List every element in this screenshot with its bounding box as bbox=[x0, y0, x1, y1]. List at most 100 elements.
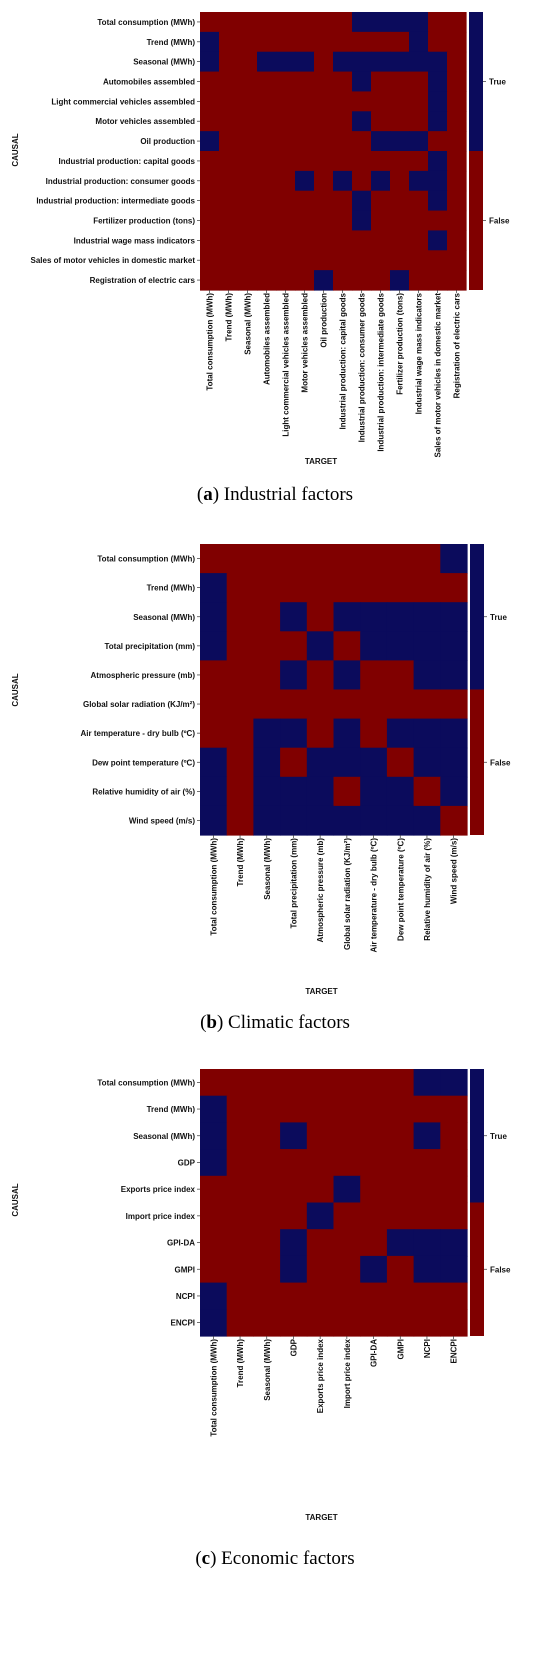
heatmap-cell bbox=[276, 12, 296, 33]
heatmap-cell bbox=[333, 1175, 361, 1204]
heatmap-cell bbox=[306, 776, 335, 807]
x-tick-label: Dew point temperature (ºC) bbox=[396, 838, 405, 941]
x-tick-label: Industrial production: intermediate good… bbox=[377, 292, 386, 451]
heatmap-cell bbox=[440, 1122, 468, 1150]
heatmap-cell bbox=[386, 660, 415, 691]
heatmap-cell bbox=[352, 131, 372, 152]
heatmap-cell bbox=[386, 631, 415, 661]
heatmap-cell bbox=[200, 51, 220, 73]
heatmap-cell bbox=[333, 1282, 361, 1310]
heatmap-cell bbox=[276, 190, 296, 212]
heatmap-cell bbox=[219, 170, 239, 192]
heatmap-cell bbox=[360, 1309, 388, 1337]
heatmap-cell bbox=[200, 573, 228, 603]
heatmap-cell bbox=[306, 718, 335, 749]
heatmap-cell bbox=[219, 210, 239, 232]
heatmap-cell bbox=[360, 1282, 388, 1310]
heatmap-cell bbox=[386, 689, 415, 720]
heatmap-cell bbox=[333, 1229, 361, 1257]
heatmap-cell bbox=[440, 1175, 468, 1204]
heatmap-cell bbox=[413, 1095, 441, 1123]
heatmap-cell bbox=[219, 230, 239, 251]
heatmap-cell bbox=[413, 573, 441, 603]
heatmap-cell bbox=[295, 230, 315, 251]
y-tick-label: Trend (MWh) bbox=[147, 1105, 196, 1114]
heatmap-cell bbox=[200, 1149, 228, 1177]
heatmap-cell bbox=[314, 151, 334, 172]
heatmap-cell bbox=[314, 131, 334, 152]
x-tick-label: Trend (MWh) bbox=[225, 293, 234, 342]
heatmap-cell bbox=[280, 689, 308, 720]
heatmap-panel-a: Total consumption (MWh) Trend (MWh) Season… bbox=[11, 12, 510, 505]
heatmap-cell bbox=[352, 71, 372, 93]
heatmap-cell bbox=[360, 805, 388, 836]
heatmap-cell bbox=[226, 1149, 254, 1177]
heatmap-cell bbox=[314, 190, 334, 212]
heatmap-cell bbox=[226, 1122, 254, 1150]
heatmap-cell bbox=[238, 270, 258, 291]
heatmap-cell bbox=[352, 190, 372, 212]
heatmap-cell bbox=[200, 91, 220, 112]
heatmap-cell bbox=[333, 71, 353, 93]
heatmap-cell bbox=[386, 1149, 415, 1177]
heatmap-cell bbox=[200, 270, 220, 291]
heatmap-cell bbox=[409, 111, 429, 132]
legend-true-swatch bbox=[470, 1069, 484, 1203]
heatmap-cell bbox=[226, 718, 254, 749]
heatmap-cell bbox=[306, 747, 335, 778]
heatmap-cell bbox=[200, 170, 220, 192]
heatmap-cell bbox=[386, 776, 415, 807]
heatmap-cell bbox=[276, 71, 296, 93]
heatmap-cell bbox=[413, 805, 441, 836]
heatmap-cell bbox=[306, 602, 335, 632]
y-tick-label: Industrial production: capital goods bbox=[59, 157, 196, 166]
x-tick-label: Industrial production: capital goods bbox=[339, 292, 348, 429]
heatmap-cell bbox=[219, 31, 239, 53]
heatmap-cell bbox=[333, 573, 361, 603]
heatmap-cell bbox=[447, 51, 467, 73]
heatmap-cell bbox=[371, 210, 391, 232]
heatmap-cell bbox=[200, 776, 228, 807]
heatmap-cell bbox=[200, 111, 220, 132]
heatmap-cell bbox=[428, 250, 448, 271]
heatmap-cell bbox=[238, 91, 258, 112]
heatmap-cell bbox=[200, 1255, 228, 1284]
heatmap-cell bbox=[306, 1282, 335, 1310]
heatmap-cell bbox=[226, 1309, 254, 1337]
heatmap-cell bbox=[295, 190, 315, 212]
x-tick-label: Seasonal (MWh) bbox=[244, 293, 253, 355]
heatmap-cell bbox=[314, 230, 334, 251]
heatmap-cell bbox=[276, 131, 296, 152]
heatmap-cell bbox=[409, 210, 429, 232]
heatmap-cell bbox=[314, 250, 334, 271]
heatmap-cell bbox=[253, 631, 281, 661]
heatmap-cell bbox=[333, 1122, 361, 1150]
heatmap-cell bbox=[440, 1149, 468, 1177]
heatmap-cell bbox=[413, 660, 441, 691]
heatmap-cell bbox=[447, 170, 467, 192]
y-tick-label: Exports price index bbox=[121, 1185, 196, 1194]
heatmap-cell bbox=[428, 270, 448, 291]
heatmap-cell bbox=[314, 270, 334, 291]
heatmap-cell bbox=[413, 1122, 441, 1150]
heatmap-cell bbox=[390, 151, 410, 172]
heatmap-cell bbox=[219, 270, 239, 291]
heatmap-cell bbox=[371, 111, 391, 132]
heatmap-cell bbox=[257, 170, 277, 192]
y-tick-label: Dew point temperature (ºC) bbox=[92, 758, 195, 767]
heatmap-cell bbox=[390, 210, 410, 232]
x-tick-label: Automobiles assembled bbox=[263, 293, 272, 385]
heatmap-cell bbox=[314, 51, 334, 73]
heatmap-cell bbox=[447, 190, 467, 212]
heatmap-cell bbox=[371, 31, 391, 53]
x-tick-label: Total precipitation (mm) bbox=[289, 838, 298, 929]
heatmap-cell bbox=[390, 131, 410, 152]
heatmap-cell bbox=[333, 270, 353, 291]
heatmap-cell bbox=[295, 170, 315, 192]
heatmap-cell bbox=[253, 1095, 281, 1123]
heatmap-cell bbox=[276, 31, 296, 53]
heatmap-cell bbox=[257, 111, 277, 132]
heatmap-cell bbox=[280, 805, 308, 836]
y-tick-label: Wind speed (m/s) bbox=[129, 816, 195, 825]
heatmap-cell bbox=[352, 250, 372, 271]
